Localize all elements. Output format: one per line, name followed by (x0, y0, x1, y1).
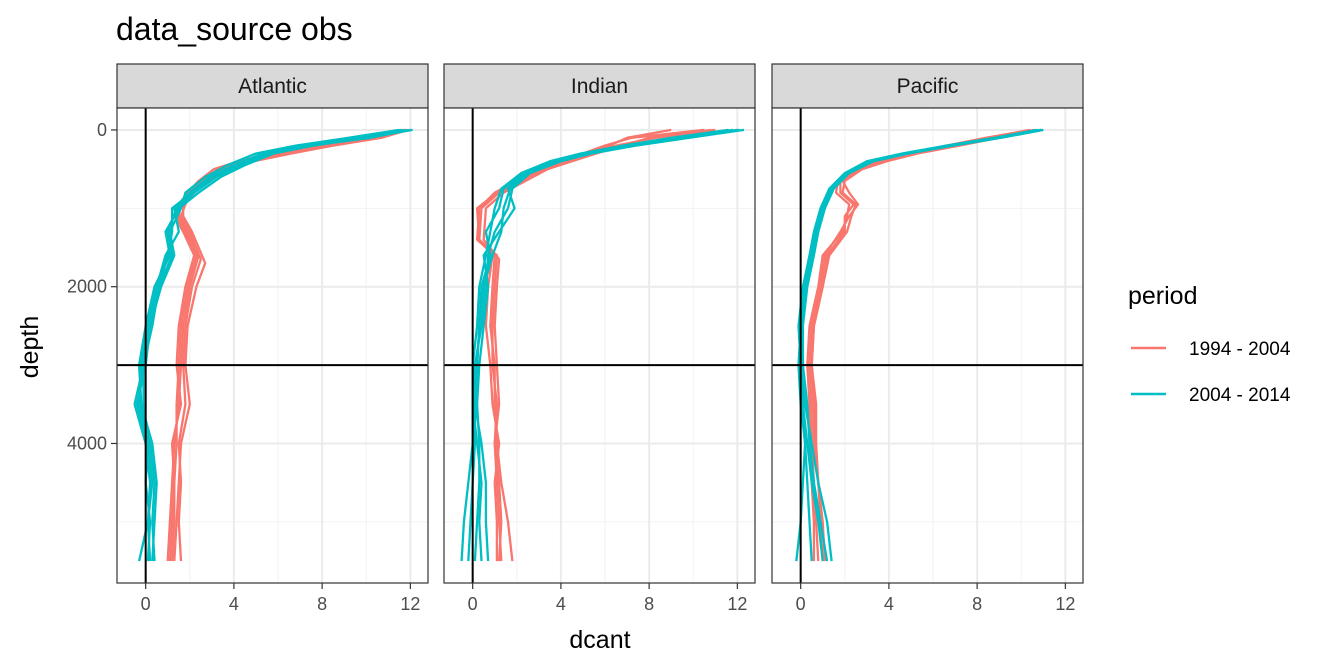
facet-panel-pacific: Pacific 0 4 8 12 (771, 63, 1084, 614)
facet-strip (443, 63, 756, 109)
x-tick-label: 8 (644, 594, 654, 614)
series-line (137, 128, 402, 562)
panel-border (116, 107, 429, 584)
facet-strip (116, 63, 429, 109)
y-axis-title: depth (16, 316, 44, 379)
x-axis-title: dcant (569, 626, 630, 654)
x-tick-label: 0 (141, 594, 151, 614)
series-line (177, 128, 411, 562)
x-tick-label: 0 (468, 594, 478, 614)
series-line (473, 128, 740, 562)
series-line (137, 128, 413, 562)
series-line (795, 128, 1042, 562)
x-tick-label: 0 (796, 594, 806, 614)
legend-label: 2004 - 2014 (1189, 385, 1291, 406)
facet-panel-indian: Indian 0 4 8 12 (443, 63, 756, 614)
chart-title: data_source obs (116, 11, 353, 47)
panel-background (117, 108, 428, 583)
legend-title: period (1128, 282, 1198, 310)
series-line (810, 128, 1044, 562)
facet-strip-label: Pacific (897, 75, 959, 98)
x-tick-label: 12 (727, 594, 747, 614)
facet-strip (771, 63, 1084, 109)
y-tick-label: 4000 (67, 433, 107, 453)
x-tick-label: 8 (972, 594, 982, 614)
x-tick-label: 4 (884, 594, 894, 614)
y-tick-label: 2000 (67, 277, 107, 297)
panel-border (443, 107, 756, 584)
legend: period 1994 - 2004 2004 - 2014 (1128, 282, 1291, 406)
x-tick-label: 12 (1055, 594, 1075, 614)
facet-panel-atlantic: Atlantic 0 4 8 12 0 2000 4000 (67, 63, 429, 614)
series-line (471, 128, 729, 562)
x-tick-label: 8 (317, 594, 327, 614)
panel-background (444, 108, 755, 583)
y-tick-label: 0 (97, 120, 107, 140)
panel-border (771, 107, 1084, 584)
facet-strip-label: Indian (571, 75, 628, 98)
legend-label: 1994 - 2004 (1189, 339, 1291, 360)
x-tick-label: 12 (400, 594, 420, 614)
facet-strip-label: Atlantic (238, 75, 307, 98)
x-tick-label: 4 (556, 594, 566, 614)
x-tick-label: 4 (229, 594, 239, 614)
